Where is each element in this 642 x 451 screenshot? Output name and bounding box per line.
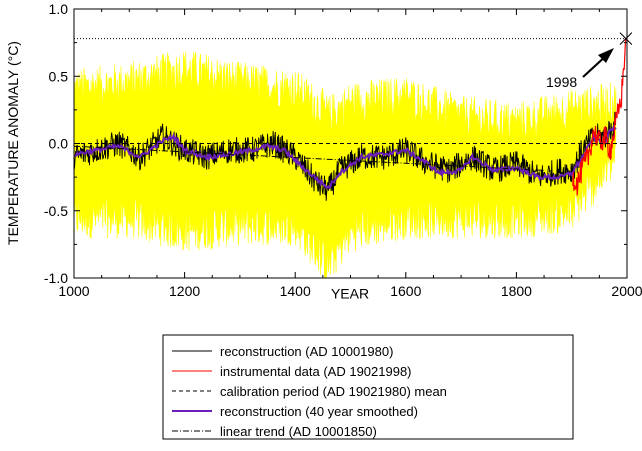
- y-tick-label: 1.0: [49, 1, 69, 17]
- y-tick-label: 0.5: [49, 68, 69, 84]
- series-instrumental: [572, 38, 627, 196]
- series-smoothed: [74, 124, 617, 190]
- x-tick-label: 1800: [501, 283, 532, 299]
- y-tick-label: -1.0: [44, 270, 68, 286]
- x-tick-label: 2000: [611, 283, 642, 299]
- y-tick-label: 0.0: [49, 136, 69, 152]
- x-tick-label: 1400: [280, 283, 311, 299]
- x-tick-label: 1600: [390, 283, 421, 299]
- legend-label-instrumental: instrumental data (AD 19021998): [220, 364, 412, 379]
- annotation-arrowhead: [598, 48, 614, 63]
- annotation-layer: 1998: [546, 48, 614, 90]
- legend-label-calibration: calibration period (AD 19021980) mean: [220, 384, 447, 399]
- tick-layer: 1000 1200 1400 1600 1800 2000 -1.0 -0.5 0.0 0.5 1.…: [44, 1, 642, 299]
- plot-area: [74, 38, 627, 278]
- peak-marker: [619, 32, 633, 45]
- series-layer: [74, 38, 627, 201]
- y-tick-label: -0.5: [44, 203, 68, 219]
- y-axis-label: TEMPERATURE ANOMALY (°C): [5, 41, 21, 245]
- annotation-1998: 1998: [546, 74, 577, 90]
- x-tick-label: 1000: [58, 283, 89, 299]
- reference-layer: [74, 32, 633, 144]
- legend-label-trend: linear trend (AD 10001850): [220, 424, 377, 439]
- series-linear-trend: [74, 145, 545, 171]
- legend-label-reconstruction: reconstruction (AD 10001980): [220, 344, 393, 359]
- legend-box: [162, 334, 574, 440]
- x-tick-label: 1200: [169, 283, 200, 299]
- legend-label-smoothed: reconstruction (40 year smoothed): [220, 404, 418, 419]
- legend: reconstruction (AD 10001980) instrumental…: [162, 334, 574, 440]
- x-axis-label: YEAR: [331, 285, 369, 301]
